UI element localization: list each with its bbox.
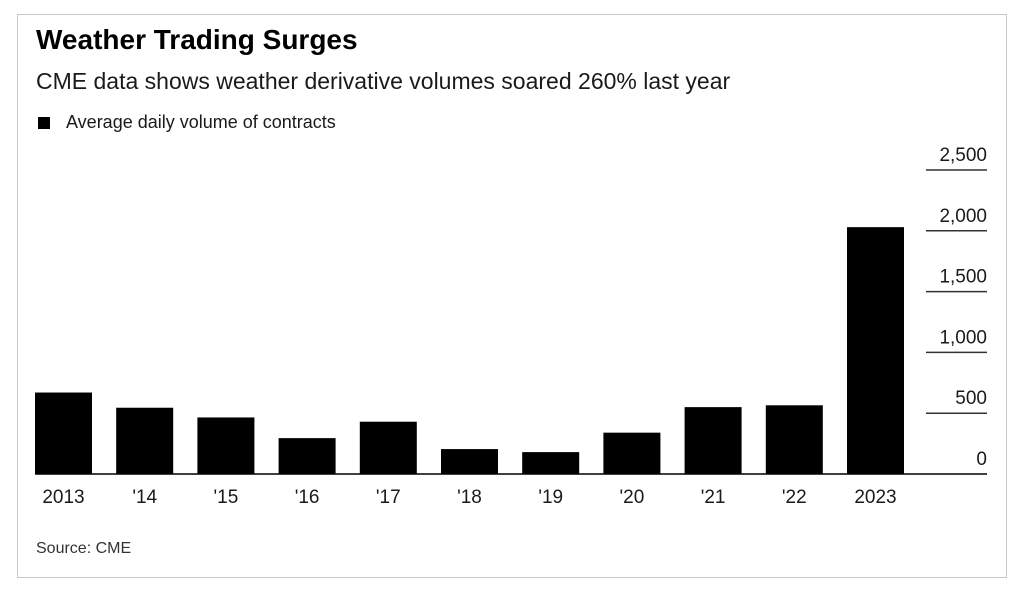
bar-2013 xyxy=(35,392,92,474)
y-tick-label: 500 xyxy=(955,388,987,409)
bar-14 xyxy=(116,407,174,474)
chart-frame xyxy=(17,14,1007,578)
x-tick-label: 2013 xyxy=(42,487,84,508)
bar-15 xyxy=(197,417,255,474)
x-tick-label: '20 xyxy=(620,487,645,508)
x-tick-label: '14 xyxy=(132,487,157,508)
y-tick-label: 2,500 xyxy=(939,145,987,166)
bar-22 xyxy=(765,405,823,474)
x-tick-label: '18 xyxy=(457,487,482,508)
bar-21 xyxy=(684,407,742,474)
x-tick-label: '19 xyxy=(538,487,563,508)
legend-label: Average daily volume of contracts xyxy=(66,112,336,132)
bar-20 xyxy=(603,432,661,474)
bar-19 xyxy=(522,452,580,474)
y-tick-label: 2,000 xyxy=(939,206,987,227)
x-tick-label: 2023 xyxy=(854,487,896,508)
x-tick-label: '22 xyxy=(782,487,807,508)
bar-2023 xyxy=(847,227,904,474)
legend-swatch xyxy=(38,116,50,129)
x-tick-label: '21 xyxy=(701,487,726,508)
bar-17 xyxy=(359,421,417,474)
x-tick-label: '16 xyxy=(295,487,320,508)
bars xyxy=(35,227,904,474)
bar-16 xyxy=(278,438,336,474)
bar-18 xyxy=(441,449,498,474)
y-tick-label: 0 xyxy=(976,449,987,470)
source-note: Source: CME xyxy=(36,540,132,557)
x-axis: 2013 '14 '15 '16 '17 '18 '19 '20 '21 '22 2023 xyxy=(42,487,896,508)
x-tick-label: '15 xyxy=(214,487,239,508)
legend: Average daily volume of contracts xyxy=(38,112,336,133)
x-tick-label: '17 xyxy=(376,487,401,508)
y-tick-label: 1,000 xyxy=(939,327,987,348)
chart-subtitle: CME data shows weather derivative volume… xyxy=(36,68,731,94)
chart-title: Weather Trading Surges xyxy=(36,24,358,55)
y-axis: 2,500 2,000 1,500 1,000 500 0 xyxy=(35,145,987,475)
y-tick-label: 1,500 xyxy=(939,267,987,288)
